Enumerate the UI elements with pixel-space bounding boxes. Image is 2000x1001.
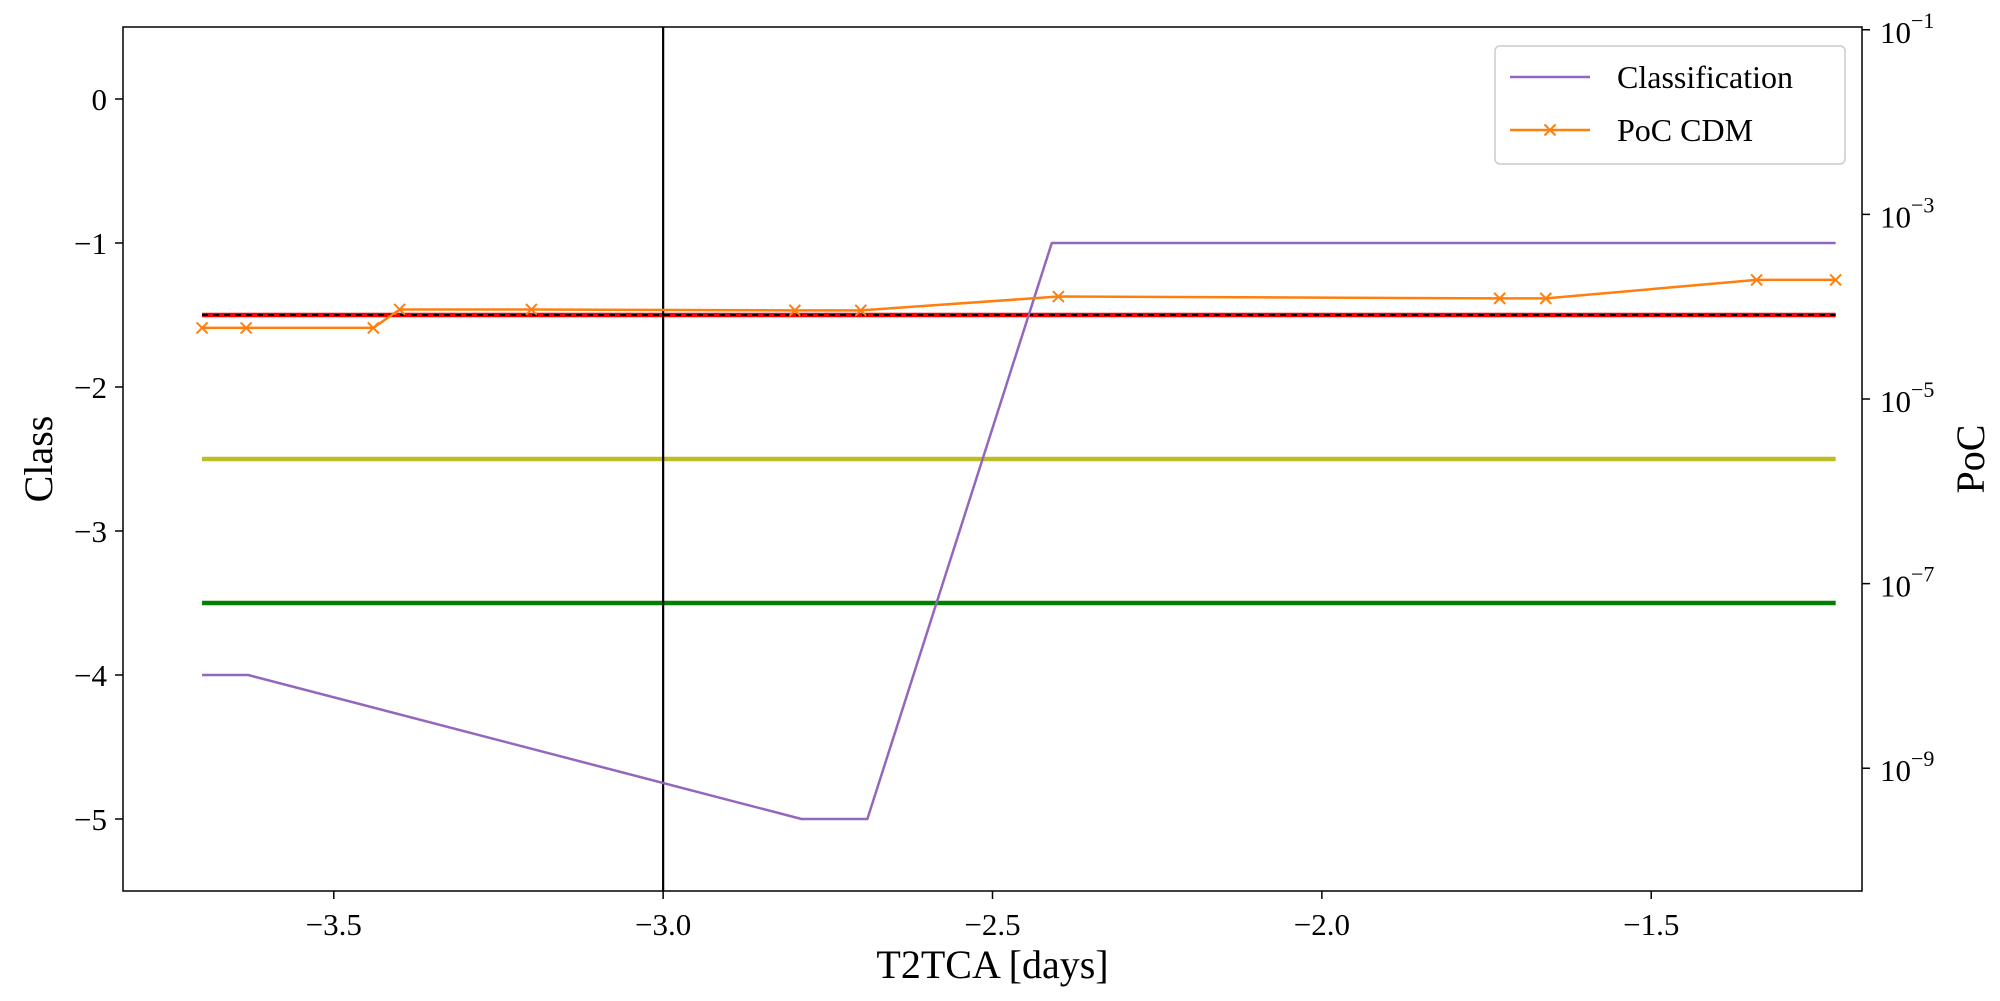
y-tick-label-0: 0: [92, 82, 108, 117]
y2-tick-label-0: 10−1: [1880, 8, 1934, 50]
y2-tick-label-1: 10−3: [1880, 192, 1934, 234]
y-tick-label-2: −2: [74, 370, 107, 405]
data-point-poc-cdm-1: [239, 321, 253, 335]
data-point-poc-cdm-6: [854, 304, 867, 317]
data-point-poc-cdm-8: [1493, 292, 1506, 305]
y2-tick-label-2: 10−5: [1880, 377, 1934, 419]
x-tick-label-1: −3.0: [635, 907, 691, 942]
data-point-poc-cdm-11: [1829, 273, 1842, 287]
y2-axis-title: PoC: [1948, 425, 1993, 494]
legend-label-classification: Classification: [1617, 59, 1793, 95]
y-axis-left: 0 −1 −2 −3 −4 −5: [74, 82, 123, 837]
legend-label-poc-cdm: PoC CDM: [1617, 112, 1753, 148]
y-tick-label-3: −3: [74, 514, 107, 549]
x-tick-label-0: −3.5: [306, 907, 362, 942]
data-point-poc-cdm-5: [788, 304, 802, 317]
series-line-poc-cdm: [202, 278, 1836, 330]
legend-marker-x: [1543, 123, 1557, 137]
series-line-classification: [202, 241, 1836, 821]
data-point-poc-cdm-10: [1750, 273, 1763, 287]
data-point-poc-cdm-0: [195, 321, 209, 335]
x-axis-title: T2TCA [days]: [876, 942, 1108, 987]
y-axis-title: Class: [16, 416, 61, 503]
legend: Classification PoC CDM: [1494, 45, 1846, 165]
y2-tick-label-3: 10−7: [1880, 562, 1934, 604]
x-tick-label-3: −2.0: [1294, 907, 1350, 942]
legend-marker-poc-cdm: [1543, 123, 1557, 137]
x-tick-label-2: −2.5: [964, 907, 1020, 942]
y-tick-label-1: −1: [74, 226, 107, 261]
data-point-poc-cdm-2: [367, 321, 380, 335]
plot-area: [195, 27, 1842, 891]
y-tick-label-4: −4: [74, 658, 107, 693]
y-axis-right: 10−1 10−3 10−5 10−7 10−9: [1862, 8, 1934, 788]
data-point-poc-cdm-9: [1539, 292, 1553, 305]
data-point-poc-cdm-7: [1052, 290, 1065, 303]
data-point-poc-cdm-3: [393, 303, 406, 316]
x-axis: −3.5 −3.0 −2.5 −2.0 −1.5: [306, 891, 1679, 942]
data-point-poc-cdm-4: [525, 303, 538, 316]
legend-box: [1494, 45, 1846, 165]
x-tick-label-4: −1.5: [1623, 907, 1679, 942]
y2-tick-label-4: 10−9: [1880, 746, 1934, 788]
y-tick-label-5: −5: [74, 802, 107, 837]
